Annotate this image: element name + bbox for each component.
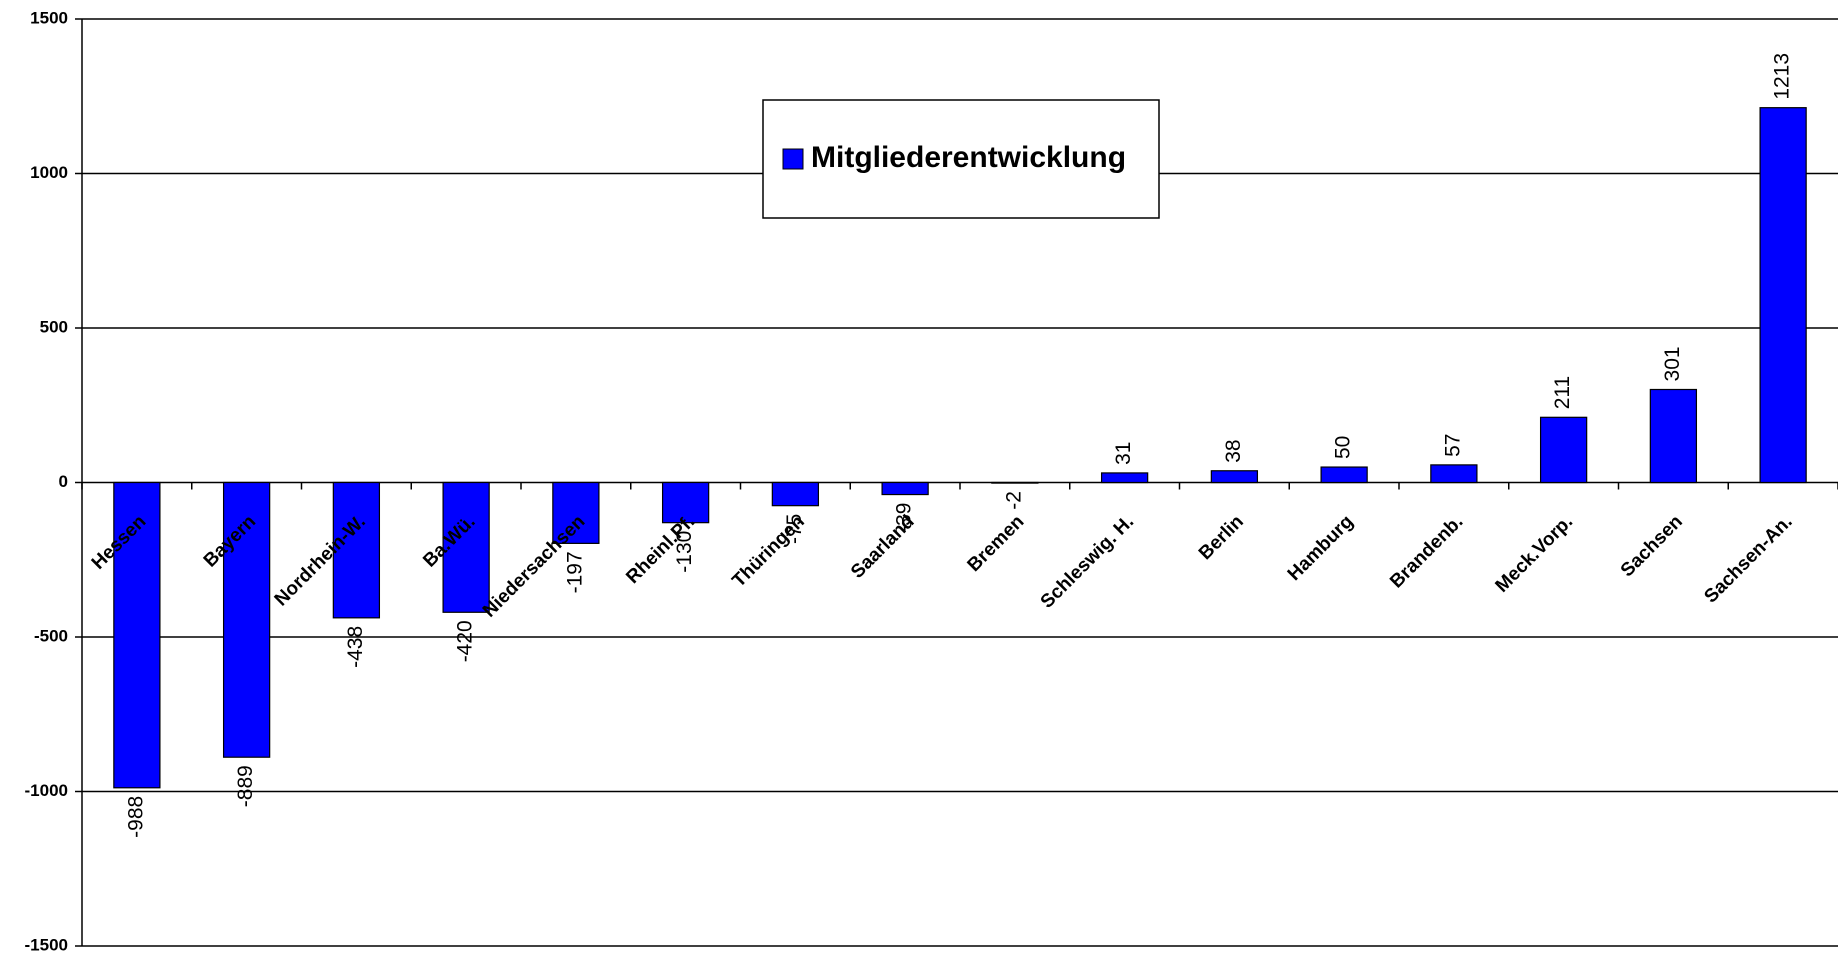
x-tick-label: Thüringen <box>728 511 809 592</box>
x-tick-label: Brandenb. <box>1386 511 1467 592</box>
bar <box>442 481 490 613</box>
y-tick-label: -1500 <box>25 935 68 954</box>
bar <box>222 481 271 758</box>
data-label: -889 <box>234 765 257 807</box>
bar <box>1210 470 1259 484</box>
y-tick-label: 500 <box>40 317 68 336</box>
legend-box <box>762 99 1160 219</box>
data-label: 301 <box>1661 346 1684 381</box>
data-label: -988 <box>124 796 147 838</box>
legend-label: Mitgliederentwicklung <box>811 141 1126 174</box>
y-tick-label: 1500 <box>30 8 68 27</box>
x-tick-label: Sachsen-An. <box>1700 511 1796 607</box>
data-label: -420 <box>454 620 477 662</box>
bar <box>1320 466 1368 484</box>
bar <box>113 481 161 789</box>
data-label: 57 <box>1441 434 1464 457</box>
data-label: -2 <box>1002 491 1025 510</box>
y-tick-label: -500 <box>34 626 68 645</box>
data-label: 211 <box>1551 376 1574 409</box>
y-tick-label: 1000 <box>30 163 68 182</box>
data-label: -197 <box>563 551 586 593</box>
x-tick-label: Hamburg <box>1284 511 1358 585</box>
bar <box>991 481 1039 484</box>
x-tick-label: Schleswig. H. <box>1037 511 1138 612</box>
y-tick-label: -1000 <box>25 781 68 800</box>
x-tick-label: Berlin <box>1195 511 1248 564</box>
data-label: -75 <box>783 514 806 544</box>
data-label: 31 <box>1112 442 1135 465</box>
bar <box>1539 416 1588 484</box>
x-tick-label: Sachsen <box>1617 511 1687 581</box>
bar <box>1430 464 1478 484</box>
data-label: -438 <box>344 626 367 668</box>
bar <box>332 481 381 619</box>
x-tick-label: Bremen <box>964 511 1029 576</box>
bar <box>1759 107 1807 484</box>
data-label: 38 <box>1222 439 1245 462</box>
data-label: -130 <box>673 531 696 573</box>
y-tick-label: 0 <box>59 472 68 491</box>
legend-swatch <box>782 148 804 170</box>
bar <box>1100 472 1149 484</box>
bar <box>771 481 820 507</box>
bar <box>1649 388 1698 484</box>
bar <box>661 481 710 524</box>
x-tick-label: Saarland <box>847 511 919 583</box>
data-label: 50 <box>1332 436 1355 459</box>
data-label: 1213 <box>1771 53 1794 100</box>
bar <box>552 481 600 544</box>
data-label: -39 <box>893 503 916 533</box>
bar <box>881 481 929 496</box>
x-tick-label: Meck.Vorp. <box>1492 511 1578 597</box>
